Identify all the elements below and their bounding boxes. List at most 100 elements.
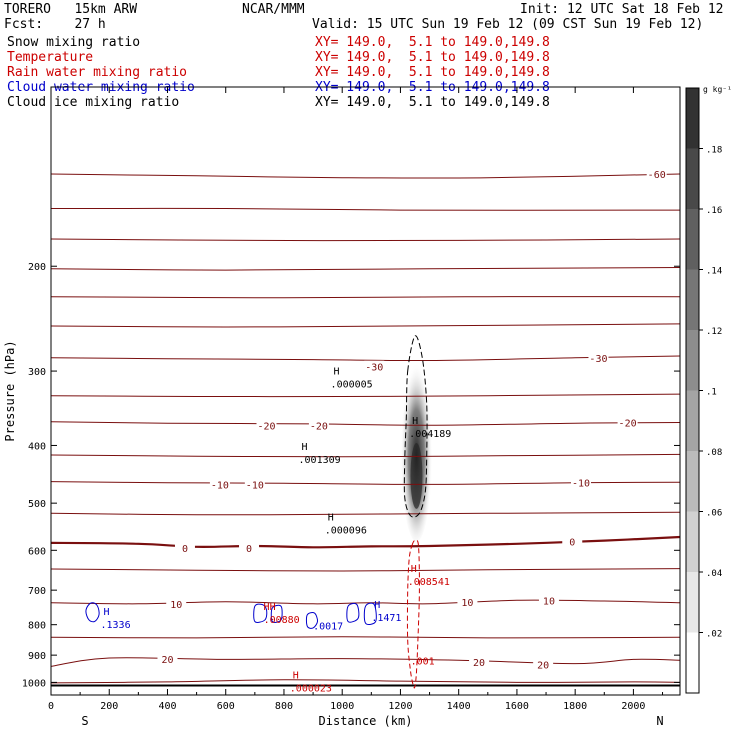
rain-water-contour — [406, 539, 420, 689]
isotherm-label: 0 — [569, 538, 575, 549]
isotherm-m5 — [51, 511, 680, 516]
contour-label-bg — [533, 658, 554, 670]
contour-label-bg — [244, 478, 265, 490]
colorbar-tick-label: .02 — [706, 630, 722, 640]
colorbar-tick-label: .06 — [706, 509, 722, 519]
snow-core-max — [410, 442, 423, 509]
isotherm-m40 — [51, 296, 680, 299]
field-xsec-snow: XY= 149.0, 5.1 to 149.0,149.8 — [315, 35, 550, 50]
snow-shading-layer — [400, 353, 433, 542]
contour-label: -20 — [310, 421, 328, 432]
isotherm-m35 — [51, 323, 680, 328]
isotherm-label-bg — [538, 594, 559, 606]
isotherm-0 — [51, 535, 680, 549]
valid-time: Valid: 15 UTC Sun 19 Feb 12 (09 CST Sun … — [312, 17, 704, 32]
colorbar-unit: g kg⁻¹ — [703, 85, 732, 94]
x-tick-label: 0 — [48, 701, 54, 712]
end-label: N — [656, 714, 663, 728]
extremum-value: .001 — [411, 657, 435, 668]
contour-label: 0 — [182, 544, 188, 555]
isotherm-label: 10 — [543, 596, 555, 607]
x-tick-label: 1200 — [388, 701, 412, 712]
x-tick-label: 200 — [100, 701, 118, 712]
contour-label: 20 — [161, 655, 173, 666]
extremum-value: .000096 — [325, 525, 367, 536]
field-xsec-rain: XY= 149.0, 5.1 to 149.0,149.8 — [315, 65, 550, 80]
contour-label-bg — [308, 419, 329, 431]
colorbar-band — [686, 209, 699, 270]
isotherm-label: -20 — [619, 418, 637, 429]
cloud-water-contour-2 — [270, 604, 283, 623]
contour-label: 10 — [461, 598, 473, 609]
x-axis-label: Distance (km) — [319, 714, 413, 728]
isotherm-label: -60 — [648, 170, 666, 181]
extremum-marker: H — [374, 600, 380, 611]
hydrometeor-contours-layer — [85, 335, 428, 689]
org-label: NCAR/MMM — [242, 2, 305, 17]
x-tick-label: 1400 — [447, 701, 471, 712]
x-tick-label: 1600 — [505, 701, 529, 712]
axes-layer: 0 200 400 600 800 1000 1200 1400 1600 1800 2000200… — [3, 86, 681, 728]
x-tick-label: 400 — [158, 701, 176, 712]
contour-label-bg — [364, 360, 385, 372]
temperature-isotherms-layer — [51, 173, 680, 687]
y-tick-label: 900 — [28, 651, 46, 662]
contour-label-bg — [174, 542, 195, 554]
isotherm-m15 — [51, 453, 680, 458]
colorbar: .02 .04 .06 .08 .1 .12 .14 .16 .18 g kg⁻¹ — [685, 85, 732, 694]
field-xsec-cloud-ice: XY= 149.0, 5.1 to 149.0,149.8 — [315, 95, 550, 110]
cloud-water-contour-3 — [305, 612, 319, 629]
isotherm-label-bg — [617, 416, 638, 428]
colorbar-band — [686, 572, 699, 633]
extremum-marker: H — [411, 564, 417, 575]
isotherm-label-bg — [588, 351, 609, 363]
field-label-snow: Snow mixing ratio — [7, 35, 141, 50]
colorbar-tick-label: .04 — [706, 569, 722, 579]
extremum-marker: H — [103, 607, 109, 618]
cloud-water-contour-1 — [253, 603, 268, 623]
x-tick-label: 1800 — [563, 701, 587, 712]
field-label-rain: Rain water mixing ratio — [7, 65, 188, 80]
contour-label-bg — [239, 542, 260, 554]
extremum-value: .000023 — [290, 684, 332, 695]
isotherm-m20 — [51, 421, 680, 426]
extremum-value: .1471 — [371, 613, 401, 624]
isotherm-m50 — [51, 238, 680, 242]
colorbar-band — [686, 390, 699, 451]
forecast-hour: Fcst: 27 h — [4, 17, 106, 32]
y-tick-label: 500 — [28, 499, 46, 510]
isotherm-label: -10 — [572, 479, 590, 490]
extremum-marker: H — [293, 671, 299, 682]
x-tick-label: 600 — [217, 701, 235, 712]
isotherm-label-bg — [646, 168, 667, 180]
isotherm-m25 — [51, 393, 680, 398]
contour-label-bg — [166, 597, 187, 609]
extremum-marker: H — [334, 367, 340, 378]
colorbar-tick-label: .14 — [706, 267, 722, 277]
contour-label: 0 — [246, 544, 252, 555]
cloud-water-contour-5 — [363, 602, 377, 625]
extremum-value: .004189 — [409, 429, 451, 440]
extremum-value: .008541 — [408, 577, 450, 588]
y-tick-label: 200 — [28, 262, 46, 273]
isotherm-label: -30 — [589, 354, 607, 365]
colorbar-band — [686, 148, 699, 209]
extremum-value: .1336 — [101, 620, 131, 631]
colorbar-tick-label: .1 — [706, 388, 717, 398]
y-tick-label: 800 — [28, 621, 46, 632]
isotherm-label: 20 — [473, 658, 485, 669]
cloud-ice-contour — [403, 335, 428, 518]
start-label: S — [81, 714, 88, 728]
init-time: Init: 12 UTC Sat 18 Feb 12 — [520, 2, 724, 17]
extremum-value: .00880 — [264, 615, 300, 626]
isotherm-15 — [51, 636, 680, 639]
x-tick-label: 800 — [275, 701, 293, 712]
isotherm-label-bg — [562, 535, 583, 547]
isotherm-label-bg — [469, 655, 490, 667]
extremum-value: .0017 — [313, 621, 343, 632]
colorbar-band — [686, 632, 699, 693]
contour-label: 10 — [170, 600, 182, 611]
colorbar-tick-label: .16 — [706, 206, 722, 216]
isotherm-label-bg — [570, 476, 591, 488]
colorbar-tick-label: .12 — [706, 327, 722, 337]
